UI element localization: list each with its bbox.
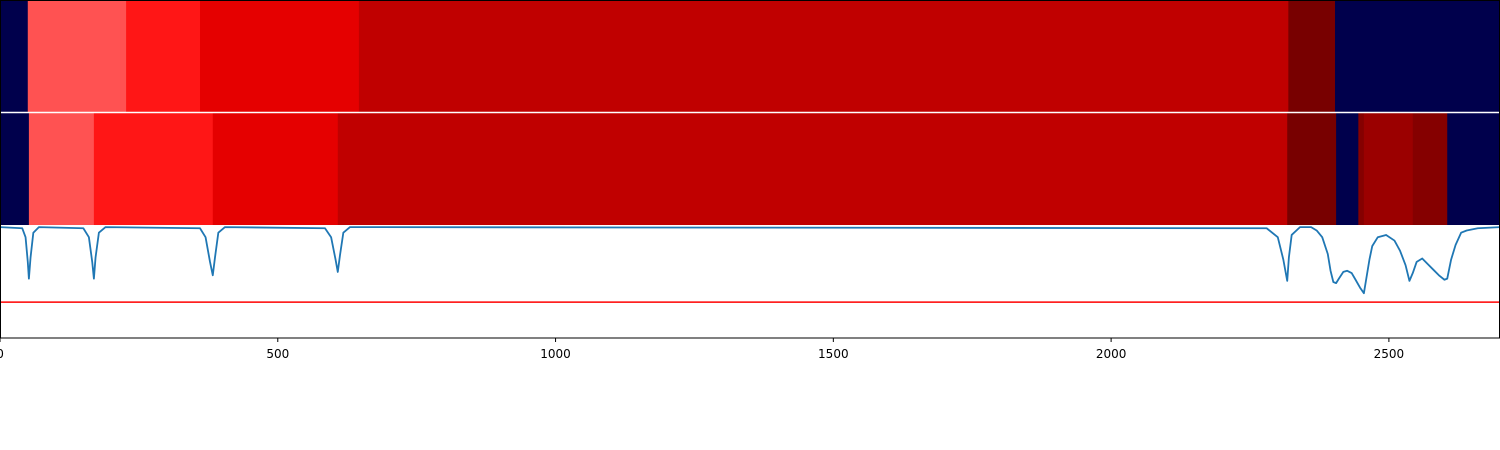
x-tick-label-1500: 1500: [818, 347, 849, 361]
heatmap-cell-row0-seg6: [1335, 0, 1500, 112]
x-tick-label-0: 0: [0, 347, 4, 361]
x-tick-label-2000: 2000: [1096, 347, 1127, 361]
heatmap-cell-row1-seg3: [212, 113, 339, 225]
heatmap-cell-row1-seg4: [337, 113, 1288, 225]
signal-line: [0, 226, 1500, 295]
x-axis: 0 500 1000 1500 2000 2500: [0, 338, 1404, 361]
heatmap-cell-row1-seg7: [1358, 113, 1365, 225]
heatmap-cell-row0-seg1: [27, 0, 127, 112]
x-tick-label-2500: 2500: [1374, 347, 1405, 361]
heatmap-cell-row0-seg2: [126, 0, 201, 112]
heatmap-cell-row1-seg2: [93, 113, 214, 225]
heatmap-cell-row1-seg5: [1287, 113, 1337, 225]
line-panel: [0, 226, 1500, 303]
x-tick-label-500: 500: [266, 347, 289, 361]
heatmap-row-bottom: [0, 113, 1500, 225]
heatmap-cell-row0-seg5: [1288, 0, 1336, 112]
heatmap-cell-row1-seg10: [1447, 113, 1500, 225]
heatmap-cell-row0-seg3: [200, 0, 360, 112]
heatmap-cell-row1-seg1: [28, 113, 95, 225]
heatmap-cell-row0-seg0: [0, 0, 29, 112]
heatmap-cell-row1-seg9: [1412, 113, 1448, 225]
heatmap-cell-row1-seg8: [1363, 113, 1414, 225]
heatmap-row-top: [0, 0, 1500, 112]
heatmap-cell-row1-seg6: [1336, 113, 1359, 225]
x-tick-label-1000: 1000: [540, 347, 571, 361]
heatmap-cell-row0-seg4: [358, 0, 1289, 112]
heatmap-cell-row1-seg0: [0, 113, 30, 225]
